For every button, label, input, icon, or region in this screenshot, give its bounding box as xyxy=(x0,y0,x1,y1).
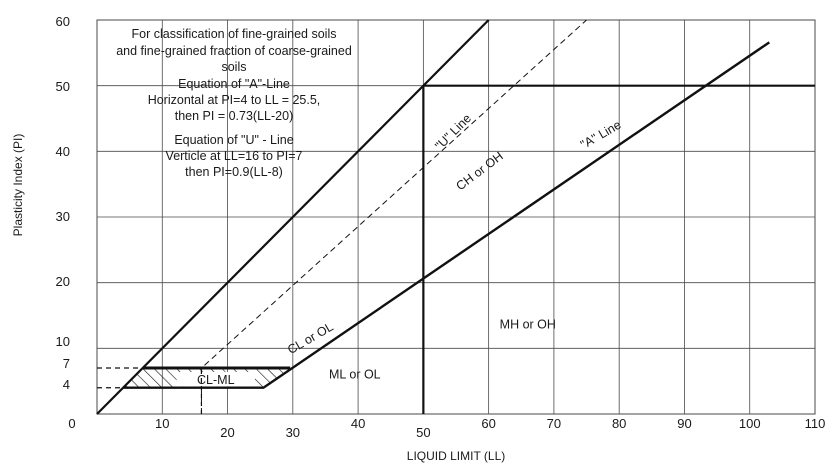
zone-label: CH or OH xyxy=(454,149,506,193)
x-tick-label: 30 xyxy=(286,425,300,440)
x-tick-label: 0 xyxy=(68,416,75,431)
zone-label: ML or OL xyxy=(329,368,381,382)
x-tick-label: 100 xyxy=(739,416,761,431)
plot-frame xyxy=(96,19,816,415)
classification-note-line: Verticle at LL=16 to PI=7 xyxy=(166,149,303,163)
y-tick-label: 20 xyxy=(56,274,70,289)
x-axis-title: LIQUID LIMIT (LL) xyxy=(407,449,505,463)
classification-note-line: then PI = 0.73(LL-20) xyxy=(175,109,293,123)
chart-lines-layer xyxy=(96,19,815,415)
x-tick-label: 20 xyxy=(220,425,234,440)
y-tick-label: 4 xyxy=(63,377,70,392)
x-tick-label: 70 xyxy=(547,416,561,431)
chart-text-layer: 0 10 20 30 40 50 60 70 80 90 100 110 4 7 10 20 30 40 50 60 L… xyxy=(11,14,825,463)
y-tick-label: 60 xyxy=(56,14,70,29)
y-axis-title: Plasticity Index (PI) xyxy=(11,134,25,237)
y-tick-label: 40 xyxy=(56,144,70,159)
zone-label: "U" Line xyxy=(432,111,474,153)
x-tick-label: 90 xyxy=(677,416,691,431)
cl-ml-label: CL-ML xyxy=(197,373,235,387)
classification-note-line: For classification of fine-grained soils xyxy=(132,27,337,41)
hatched-zone-layer xyxy=(123,368,291,388)
classification-note-line: and fine-grained fraction of coarse-grai… xyxy=(116,44,352,58)
y-tick-label: 50 xyxy=(56,79,70,94)
zone-label: MH or OH xyxy=(500,318,556,332)
a-line xyxy=(123,41,770,389)
classification-note-line: soils xyxy=(221,60,246,74)
classification-note-line: Equation of "A"-Line xyxy=(178,77,290,91)
x-tick-label: 50 xyxy=(416,425,430,440)
x-tick-label: 60 xyxy=(481,416,495,431)
y-tick-label: 7 xyxy=(63,356,70,371)
y-tick-label: 10 xyxy=(56,334,70,349)
x-tick-label: 80 xyxy=(612,416,626,431)
cl-ml-label-backdrop xyxy=(176,371,255,387)
classification-note-line: then PI=0.9(LL-8) xyxy=(185,165,283,179)
y-tick-label: 30 xyxy=(56,209,70,224)
u-line xyxy=(200,19,587,414)
classification-note-line: Equation of "U" - Line xyxy=(174,133,293,147)
x-tick-label: 10 xyxy=(155,416,169,431)
classification-note-line: Horizontal at PI=4 to LL = 25.5, xyxy=(148,93,321,107)
x-tick-label: 40 xyxy=(351,416,365,431)
x-tick-label: 110 xyxy=(805,416,826,431)
